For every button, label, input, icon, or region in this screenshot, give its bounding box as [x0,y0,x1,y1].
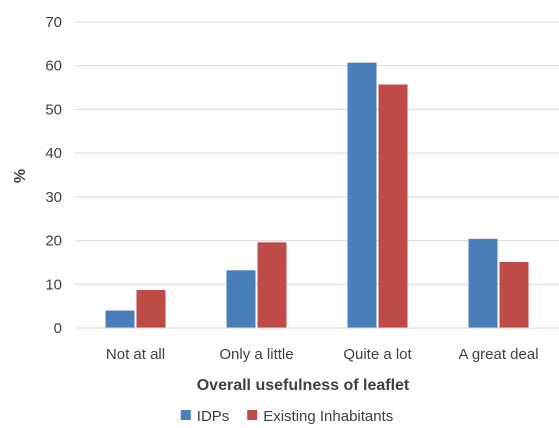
y-tick-label: 30 [45,189,62,206]
x-tick-label: Not at all [106,346,165,363]
legend-label: IDPs [197,408,230,425]
x-tick-label: Only a little [219,346,293,363]
y-tick-label: 50 [45,101,62,118]
bar-existing-inhabitants-2 [378,84,408,328]
y-tick-label: 20 [45,233,62,250]
bar-idps-1 [226,270,256,328]
x-tick-label: A great deal [458,346,538,363]
legend-label: Existing Inhabitants [263,408,393,425]
bar-idps-3 [468,238,498,328]
gridlines [75,21,559,285]
bar-existing-inhabitants-0 [136,289,166,328]
bar-existing-inhabitants-1 [257,242,287,328]
x-tick-labels: Not at all Only a little Quite a lot A grea… [106,346,539,363]
y-tick-label: 0 [54,320,62,337]
legend-swatch [180,410,191,420]
y-tick-label: 10 [45,276,62,293]
legend-swatch [247,410,258,420]
bar-idps-2 [347,62,377,328]
bar-idps-0 [105,310,135,328]
y-tick-label: 70 [45,14,62,31]
legend: IDPs Existing Inhabitants [180,408,393,425]
y-tick-labels: 0 10 20 30 40 50 60 70 [45,14,62,337]
y-tick-label: 40 [45,145,62,162]
y-tick-label: 60 [45,58,62,75]
bars [105,62,529,328]
y-axis-title: % [12,169,29,183]
x-axis-title: Overall usefulness of leaflet [197,377,410,394]
x-tick-label: Quite a lot [343,346,412,363]
bar-existing-inhabitants-3 [499,261,529,328]
